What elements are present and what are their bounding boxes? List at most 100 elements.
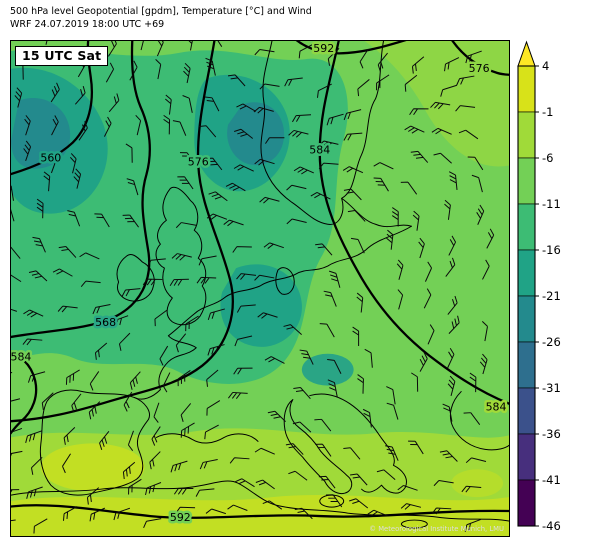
wind-barb xyxy=(205,57,216,76)
wind-barb xyxy=(163,114,171,135)
wind-barb xyxy=(419,351,428,372)
wind-barb xyxy=(233,367,253,375)
wind-barb xyxy=(195,488,215,497)
wind-barb xyxy=(198,125,217,138)
wind-barb xyxy=(427,324,435,345)
coastline-crete xyxy=(400,519,428,529)
wind-barb xyxy=(400,181,418,195)
colorbar-band xyxy=(517,249,536,297)
map-area: 560 568 576 576 584 584 584 592 592 15 UTC Sat ©… xyxy=(10,40,510,537)
wind-barb xyxy=(79,252,100,260)
coastline-italy xyxy=(283,399,353,495)
wind-barb xyxy=(71,393,82,413)
wind-barb xyxy=(52,268,73,277)
contour-line-584-west xyxy=(11,351,38,435)
wind-barb xyxy=(439,450,458,462)
contour-label-584: 584 xyxy=(309,144,330,157)
wind-barb xyxy=(11,204,15,222)
shading-iberia-warm xyxy=(40,443,145,492)
wind-barb xyxy=(458,129,479,140)
contour-label-576: 576 xyxy=(188,156,209,169)
wind-barb xyxy=(11,182,14,201)
wind-barb xyxy=(285,443,304,455)
wind-barb xyxy=(227,504,248,511)
wind-barb xyxy=(376,469,396,481)
wind-barb xyxy=(318,162,339,170)
wind-barb xyxy=(57,305,78,313)
wind-barb xyxy=(342,166,364,174)
wind-barb xyxy=(11,450,23,462)
wind-barb xyxy=(62,506,78,521)
colorbar-band xyxy=(517,203,536,251)
wind-barb xyxy=(30,456,43,475)
wind-barb xyxy=(444,57,460,72)
wind-barb xyxy=(263,242,284,249)
wind-barb xyxy=(467,156,484,171)
wind-barb xyxy=(318,475,336,489)
wind-barb xyxy=(440,84,458,97)
wind-barb xyxy=(186,41,194,51)
wind-barb xyxy=(463,412,481,425)
wind-barb xyxy=(27,371,46,383)
wind-barb xyxy=(259,196,280,204)
wind-barb xyxy=(343,447,361,460)
wind-barb xyxy=(122,461,136,480)
contour-label-576: 576 xyxy=(469,62,490,75)
wind-barb xyxy=(343,109,362,121)
wind-barb xyxy=(11,489,20,497)
wind-barb xyxy=(476,204,485,225)
wind-barb xyxy=(433,152,452,164)
wind-barb xyxy=(50,152,57,174)
wind-barb xyxy=(448,235,456,256)
wind-barb xyxy=(180,422,195,438)
wind-barb xyxy=(254,49,275,56)
contour-label-584: 584 xyxy=(11,351,31,364)
wind-barb xyxy=(357,79,370,97)
wind-barb xyxy=(127,430,134,451)
map-header: 500 hPa level Geopotential [gpdm], Tempe… xyxy=(10,5,312,31)
wind-barb xyxy=(367,509,388,517)
colorbar-band xyxy=(517,295,536,343)
contour-line-592-south xyxy=(11,504,509,519)
wind-barb xyxy=(234,128,254,139)
wind-barb xyxy=(411,56,425,74)
wind-barb xyxy=(327,359,342,374)
wind-barb xyxy=(292,421,312,433)
wind-barb xyxy=(169,278,189,286)
wind-barb xyxy=(461,485,482,493)
wind-barb xyxy=(327,48,340,66)
colorbar-band xyxy=(517,65,536,113)
wind-barb xyxy=(33,518,48,534)
wind-barb xyxy=(328,270,341,288)
wind-barb xyxy=(94,342,108,360)
wind-barb xyxy=(233,164,254,172)
wind-barb xyxy=(154,309,168,327)
wind-barb xyxy=(376,74,390,91)
contour-line-592-north xyxy=(295,41,407,55)
shading-central-europe xyxy=(220,264,302,347)
wind-barb xyxy=(349,498,369,509)
wind-barb xyxy=(89,371,100,391)
coastline-iberia xyxy=(39,389,150,496)
wind-barb xyxy=(125,143,133,163)
wind-barb xyxy=(267,410,286,423)
wind-barb xyxy=(455,105,476,112)
wind-barb xyxy=(456,75,475,86)
coastline-ireland xyxy=(116,254,155,302)
coastline-scandinavia xyxy=(260,41,385,225)
contour-label-592: 592 xyxy=(170,511,191,524)
wind-barb xyxy=(412,210,420,231)
wind-barb xyxy=(465,50,482,64)
wind-barb xyxy=(236,103,257,112)
wind-barb xyxy=(145,482,162,496)
wind-barb xyxy=(223,219,244,227)
contour-line-576-northeast xyxy=(451,41,509,76)
wind-barb xyxy=(129,371,141,390)
wind-barb xyxy=(51,115,59,136)
wind-barb xyxy=(314,418,332,432)
wind-barb xyxy=(373,177,389,192)
wind-barb xyxy=(111,315,129,328)
colorbar-tick-label: 4 xyxy=(542,59,549,73)
colorbar-tick-label: -6 xyxy=(542,151,553,165)
wind-barb xyxy=(149,451,161,470)
